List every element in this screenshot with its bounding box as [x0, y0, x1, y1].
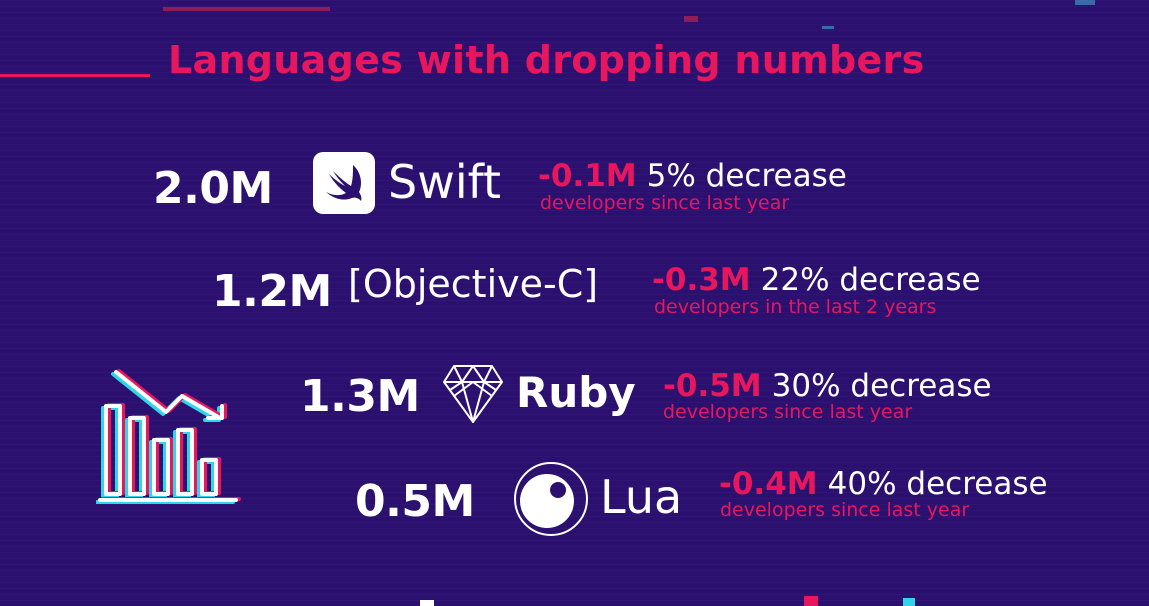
language-name: Ruby — [516, 368, 636, 417]
page-title: Languages with dropping numbers — [168, 38, 925, 82]
delta-value: -0.3M — [652, 262, 751, 298]
developer-count: 0.5M — [355, 476, 475, 527]
ruby-gem-icon — [443, 365, 503, 423]
delta-value: -0.1M — [538, 158, 637, 194]
language-name: Swift — [388, 155, 502, 209]
change-line: -0.1M 5% decrease — [538, 158, 847, 194]
decorative-bar — [684, 16, 698, 22]
decorative-bar — [903, 598, 915, 606]
developer-count: 1.2M — [212, 266, 332, 317]
decorative-bar — [163, 7, 330, 11]
lua-logo-icon — [514, 462, 588, 536]
percent-change: 40% decrease — [827, 466, 1048, 502]
decorative-bar — [420, 600, 434, 606]
percent-change: 22% decrease — [760, 262, 981, 298]
declining-bar-chart-icon — [96, 369, 241, 504]
developer-count: 1.3M — [300, 371, 420, 422]
percent-change: 5% decrease — [646, 158, 847, 194]
change-line: -0.3M 22% decrease — [652, 262, 981, 298]
language-name: [Objective-C] — [348, 262, 599, 306]
title-underline — [0, 74, 150, 77]
percent-change: 30% decrease — [771, 368, 992, 404]
change-note: developers since last year — [663, 401, 913, 423]
delta-value: -0.5M — [663, 368, 762, 404]
decorative-bar — [804, 596, 818, 606]
change-note: developers since last year — [540, 192, 790, 214]
change-line: -0.5M 30% decrease — [663, 368, 992, 404]
developer-count: 2.0M — [153, 163, 273, 214]
decorative-bar — [822, 26, 834, 29]
delta-value: -0.4M — [719, 466, 818, 502]
decorative-bar — [1075, 0, 1095, 5]
language-name: Lua — [600, 470, 683, 524]
change-note: developers in the last 2 years — [654, 296, 937, 318]
change-note: developers since last year — [720, 499, 970, 521]
change-line: -0.4M 40% decrease — [719, 466, 1048, 502]
swift-logo-icon — [313, 152, 375, 214]
